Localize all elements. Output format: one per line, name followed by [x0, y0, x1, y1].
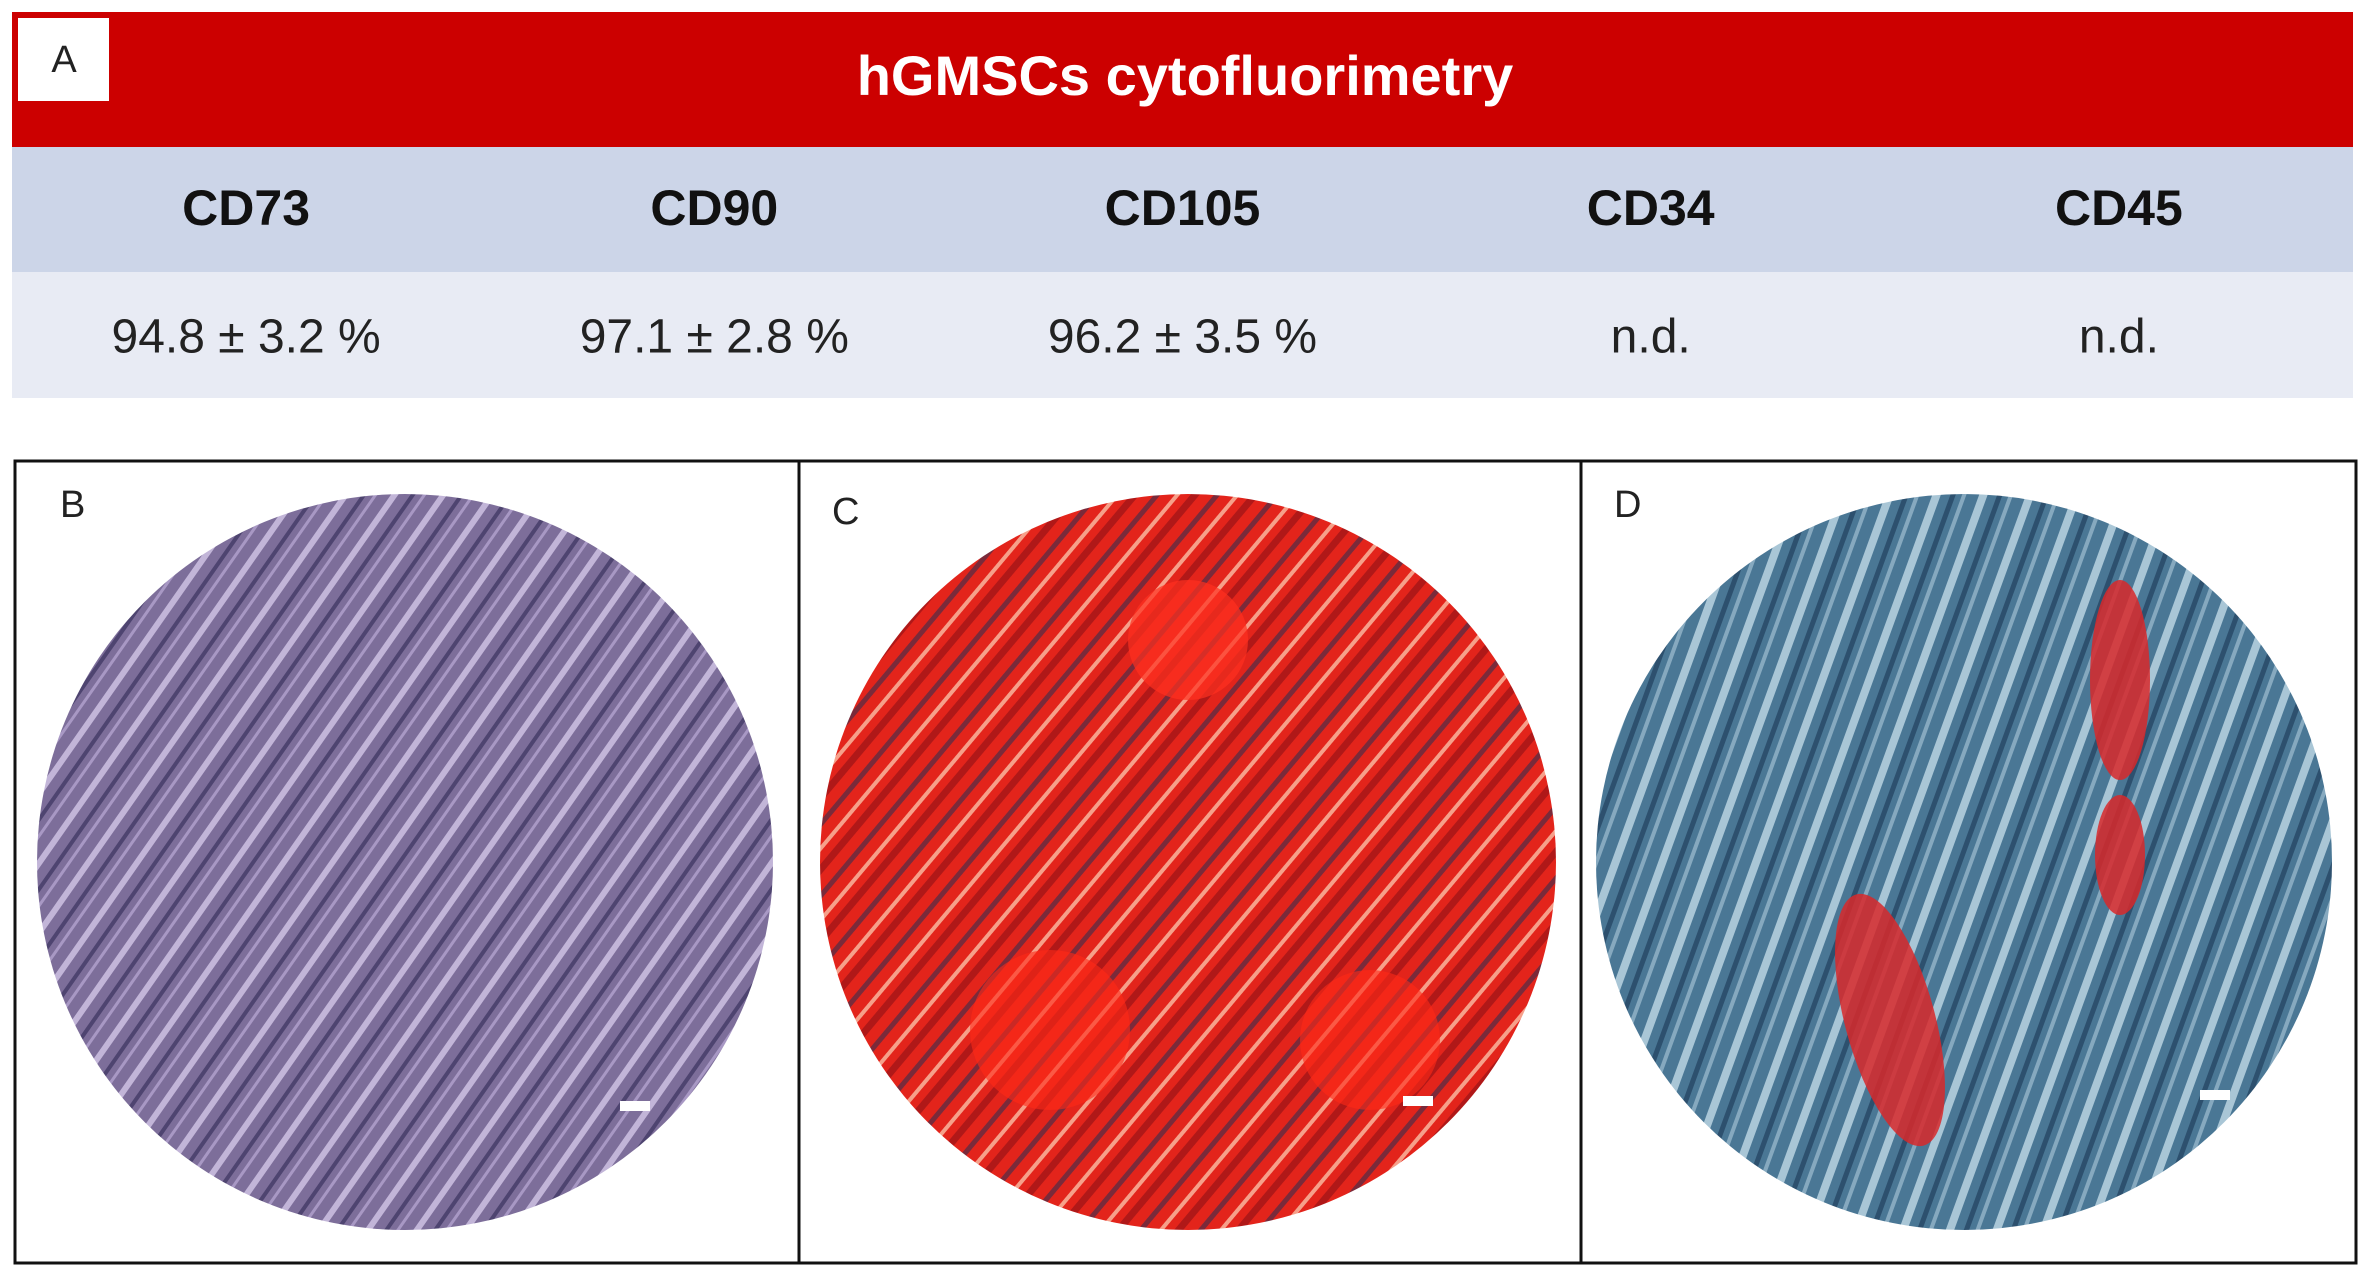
table-cell: 96.2 ± 3.5 % [1048, 311, 1317, 364]
scale-bar [1403, 1096, 1433, 1106]
micrograph [37, 494, 773, 1230]
panel-frame [13, 459, 2358, 1265]
lipid-cluster [2095, 795, 2145, 915]
panel-label: B [60, 484, 85, 526]
panel-label: D [1614, 484, 1641, 526]
title-bar [12, 12, 2353, 147]
stain-spot [1128, 580, 1248, 700]
column-header: CD45 [2055, 180, 2183, 236]
column-header: CD90 [650, 180, 778, 236]
column-header: CD73 [182, 180, 310, 236]
table-cell: n.d. [2079, 311, 2159, 364]
column-header: CD105 [1105, 180, 1261, 236]
panel-label: A [51, 39, 77, 81]
panel-label-box [18, 18, 109, 101]
value-row [12, 272, 2353, 398]
table-title: hGMSCs cytofluorimetry [857, 44, 1514, 107]
table-cell: n.d. [1611, 311, 1691, 364]
column-header: CD34 [1587, 180, 1715, 236]
lipid-cluster [2090, 580, 2150, 780]
header-row [12, 147, 2353, 272]
micrograph [1596, 494, 2332, 1230]
table-cell: 97.1 ± 2.8 % [580, 311, 849, 364]
lipid-cluster [1835, 893, 1945, 1147]
stain-spot [1300, 970, 1440, 1110]
scale-bar [620, 1101, 650, 1111]
table: CD73 CD90 CD105 CD34 CD45 94.8 ± 3.2 % 97.1 ± … [112, 180, 2183, 363]
stain-spot [970, 950, 1130, 1110]
panel-label: C [832, 491, 859, 533]
scale-bar [2200, 1090, 2230, 1100]
table-cell: 94.8 ± 3.2 % [112, 311, 381, 364]
